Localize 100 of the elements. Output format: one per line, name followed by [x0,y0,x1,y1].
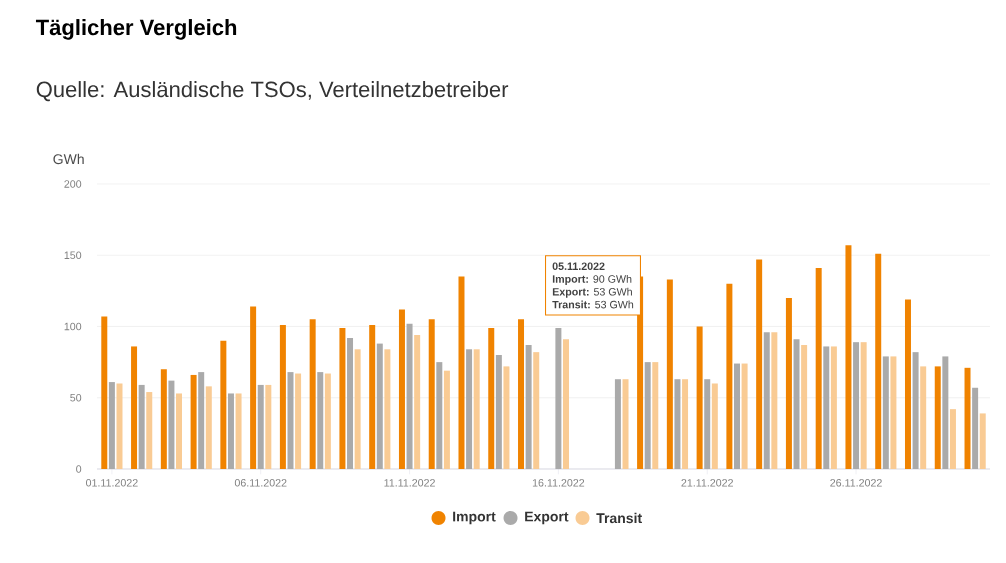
bar [674,379,681,469]
bar [793,339,800,469]
bar [176,393,183,469]
bar [205,386,212,469]
bar [562,339,569,469]
bar [146,392,153,469]
bar [904,299,911,469]
x-tick-label: 26.11.2022 [830,479,882,487]
bar [652,362,659,469]
bar [466,349,473,469]
bar [488,327,495,469]
bar [622,379,629,469]
x-tick-label: 11.11.2022 [384,479,435,487]
bar [495,354,502,469]
bar [875,253,882,469]
bar [108,382,115,469]
bar [785,297,792,469]
bar [428,319,435,469]
bar [406,323,413,469]
bar [235,393,242,469]
bar [704,379,711,469]
bar [414,335,421,469]
bar [227,393,234,469]
x-tick-label: 16.11.2022 [532,479,585,487]
annotation: Import: 90 GWh [552,274,632,285]
bar [398,309,405,469]
bar [190,374,197,469]
y-tick-label: 50 [70,393,82,402]
bar [131,346,138,469]
bar [458,276,465,469]
bar [347,337,354,469]
bar [265,384,272,469]
y-tick-label: 200 [64,180,82,188]
bar [853,342,860,469]
bar [101,316,108,469]
bar [533,352,540,469]
bar [860,342,867,469]
bar [168,380,175,469]
annotation: 05.11.2022 [552,262,605,270]
bar [666,279,673,469]
annotation: Transit: 53 GWh [552,300,634,309]
bar [934,366,941,469]
bar [949,409,956,469]
bar [830,346,837,469]
bar [436,362,443,469]
bar [369,325,376,469]
bar [726,283,733,469]
bar [882,356,889,469]
bar [295,373,302,469]
legend-label: Import [453,511,496,525]
bar [682,379,689,469]
bar [972,387,979,469]
x-tick-label: 01.11.2022 [86,479,138,487]
legend-label: Transit [596,512,642,524]
y-tick-label: 100 [64,322,82,331]
bar [443,370,450,469]
bar [614,379,621,469]
bar [771,332,778,469]
y-tick-label: 150 [64,251,82,260]
x-tick-label: 06.11.2022 [234,479,287,487]
chart-subtitle: Quelle: Ausländische TSOs, Verteilnetzbetreiber [36,81,509,102]
bar [279,325,286,469]
bar [160,369,167,469]
bar [711,383,718,469]
bar [220,340,227,469]
bar [741,363,748,469]
bar [890,356,897,469]
bar [823,346,830,469]
y-tick-label: 0 [76,465,82,473]
bar [942,356,949,469]
bar [801,345,808,469]
bar [696,326,703,469]
bar [287,372,294,469]
chart-title: Täglicher Vergleich [35,19,237,40]
bar [518,319,525,469]
bar [309,319,316,469]
bar [198,372,205,469]
bar [257,384,264,469]
annotation: Export: 53 GWh [552,287,632,298]
bar [756,259,763,469]
bar [912,352,919,469]
bar [555,327,562,469]
bar [525,345,532,469]
bar [503,366,510,469]
bar [376,343,383,469]
bar [920,366,927,469]
bar [384,349,391,469]
bar [763,332,770,469]
bar [116,383,123,469]
bar [964,367,971,469]
bar [324,373,331,469]
bar [733,363,740,469]
bar [138,384,145,469]
bar [250,306,257,469]
bar [644,362,651,469]
bar [354,349,361,469]
bar [339,327,346,469]
bar [317,372,324,469]
legend-label: Export [525,511,569,525]
y-axis-title: GWh [53,153,84,165]
